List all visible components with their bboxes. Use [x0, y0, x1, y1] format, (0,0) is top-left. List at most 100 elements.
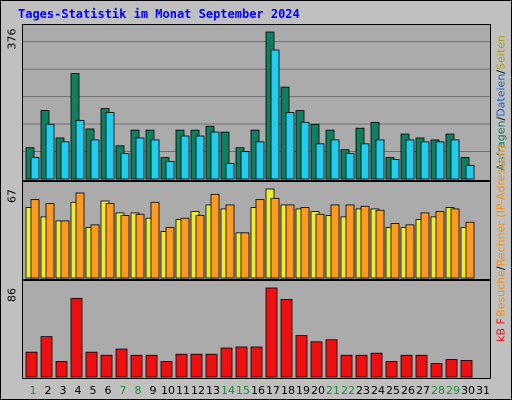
- bar-visits-sites-2-day-22: [345, 204, 355, 279]
- bar-hits-files-2-day-19: [300, 121, 310, 180]
- bar-kb-1-day-7: [115, 348, 128, 378]
- bar-kb-1-day-19: [295, 335, 308, 378]
- bar-kb-1-day-12: [190, 353, 203, 378]
- x-tick-label: 30: [461, 384, 475, 397]
- bar-kb-1-day-3: [55, 361, 68, 378]
- x-tick-label: 26: [401, 384, 415, 397]
- x-tick-label: 11: [176, 384, 190, 397]
- bar-kb-1-day-20: [310, 341, 323, 378]
- bar-hits-files-2-day-30: [465, 164, 475, 180]
- bar-kb-1-day-1: [25, 351, 38, 378]
- bar-visits-sites-2-day-26: [405, 224, 415, 279]
- bar-kb-1-day-6: [100, 354, 113, 378]
- x-tick-label: 7: [120, 384, 127, 397]
- bar-visits-sites-2-day-28: [435, 211, 445, 279]
- x-tick-label: 13: [206, 384, 220, 397]
- bar-kb-1-day-17: [265, 287, 278, 378]
- bar-hits-files-2-day-4: [75, 119, 85, 180]
- x-tick-label: 27: [416, 384, 430, 397]
- bar-hits-files-2-day-13: [210, 131, 220, 180]
- bar-hits-files-2-day-12: [195, 135, 205, 180]
- bar-hits-files-2-day-11: [180, 135, 190, 180]
- x-tick-label: 20: [311, 384, 325, 397]
- bar-hits-files-2-day-25: [390, 159, 400, 180]
- bar-visits-sites-2-day-24: [375, 209, 385, 279]
- bar-hits-files-2-day-16: [255, 141, 265, 180]
- x-tick-label: 12: [191, 384, 205, 397]
- x-tick-label: 16: [251, 384, 265, 397]
- bar-hits-files-2-day-15: [240, 151, 250, 180]
- bar-hits-files-2-day-3: [60, 141, 70, 180]
- bar-kb-1-day-26: [400, 354, 413, 378]
- bar-kb-1-day-15: [235, 346, 248, 378]
- x-tick-label: 31: [476, 384, 490, 397]
- bar-kb-1-day-9: [145, 354, 158, 378]
- bar-kb-1-day-11: [175, 353, 188, 378]
- bar-hits-files-2-day-14: [225, 162, 235, 180]
- x-tick-label: 9: [150, 384, 157, 397]
- bar-kb-1-day-8: [130, 354, 143, 378]
- x-tick-label: 6: [105, 384, 112, 397]
- bar-visits-sites-2-day-14: [225, 204, 235, 279]
- bar-visits-sites-2-day-19: [300, 207, 310, 279]
- x-tick-label: 4: [75, 384, 82, 397]
- bar-hits-files-2-day-23: [360, 143, 370, 180]
- bar-hits-files-2-day-28: [435, 141, 445, 180]
- x-tick-label: 24: [371, 384, 385, 397]
- bar-kb-1-day-27: [415, 354, 428, 378]
- bar-kb-1-day-29: [445, 359, 458, 378]
- bar-hits-files-2-day-7: [120, 153, 130, 180]
- bar-visits-sites-2-day-17: [270, 197, 280, 279]
- x-tick-label: 18: [281, 384, 295, 397]
- bar-hits-files-2-day-9: [150, 139, 160, 180]
- bar-visits-sites-2-day-1: [30, 199, 40, 279]
- bar-hits-files-2-day-5: [90, 139, 100, 180]
- bar-kb-1-day-28: [430, 363, 443, 378]
- x-tick-label: 17: [266, 384, 280, 397]
- bar-visits-sites-2-day-15: [240, 232, 250, 279]
- bar-kb-1-day-10: [160, 361, 173, 378]
- bar-visits-sites-2-day-11: [180, 217, 190, 279]
- bar-kb-1-day-18: [280, 298, 293, 378]
- bar-visits-sites-2-day-5: [90, 224, 100, 279]
- x-tick-label: 22: [341, 384, 355, 397]
- bar-hits-files-2-day-26: [405, 139, 415, 180]
- bar-visits-sites-2-day-21: [330, 204, 340, 279]
- bar-hits-files-2-day-21: [330, 139, 340, 180]
- bar-hits-files-2-day-24: [375, 139, 385, 180]
- x-tick-label: 25: [386, 384, 400, 397]
- bar-hits-files-2-day-2: [45, 123, 55, 180]
- bar-kb-1-day-5: [85, 351, 98, 378]
- x-tick-label: 15: [236, 384, 250, 397]
- page-title: Tages-Statistik im Monat September 2024: [18, 7, 300, 21]
- bar-hits-files-2-day-27: [420, 141, 430, 180]
- bar-kb-1-day-24: [370, 352, 383, 378]
- bar-hits-files-2-day-22: [345, 153, 355, 180]
- bar-hits-files-1-day-14: [220, 131, 230, 180]
- x-tick-label: 5: [90, 384, 97, 397]
- bar-visits-sites-2-day-7: [120, 215, 130, 279]
- x-tick-label: 29: [446, 384, 460, 397]
- bar-hits-files-2-day-17: [270, 49, 280, 180]
- x-tick-label: 3: [60, 384, 67, 397]
- bar-kb-1-day-14: [220, 347, 233, 378]
- bar-visits-sites-2-day-18: [285, 204, 295, 279]
- bar-kb-1-day-22: [340, 354, 353, 378]
- bar-visits-sites-2-day-3: [60, 220, 70, 279]
- bar-hits-files-2-day-18: [285, 112, 295, 180]
- x-tick-label: 28: [431, 384, 445, 397]
- bar-kb-1-day-30: [460, 360, 473, 378]
- bar-visits-sites-2-day-8: [135, 213, 145, 279]
- bar-kb-1-day-25: [385, 361, 398, 378]
- bar-kb-1-day-23: [355, 354, 368, 378]
- bar-visits-sites-2-day-9: [150, 201, 160, 279]
- x-tick-label: 2: [45, 384, 52, 397]
- bar-kb-1-day-16: [250, 346, 263, 378]
- bar-hits-files-2-day-20: [315, 143, 325, 180]
- bar-visits-sites-2-day-12: [195, 215, 205, 279]
- x-tick-label: 8: [135, 384, 142, 397]
- x-tick-label: 10: [161, 384, 175, 397]
- x-tick-label: 19: [296, 384, 310, 397]
- bar-visits-sites-2-day-13: [210, 193, 220, 279]
